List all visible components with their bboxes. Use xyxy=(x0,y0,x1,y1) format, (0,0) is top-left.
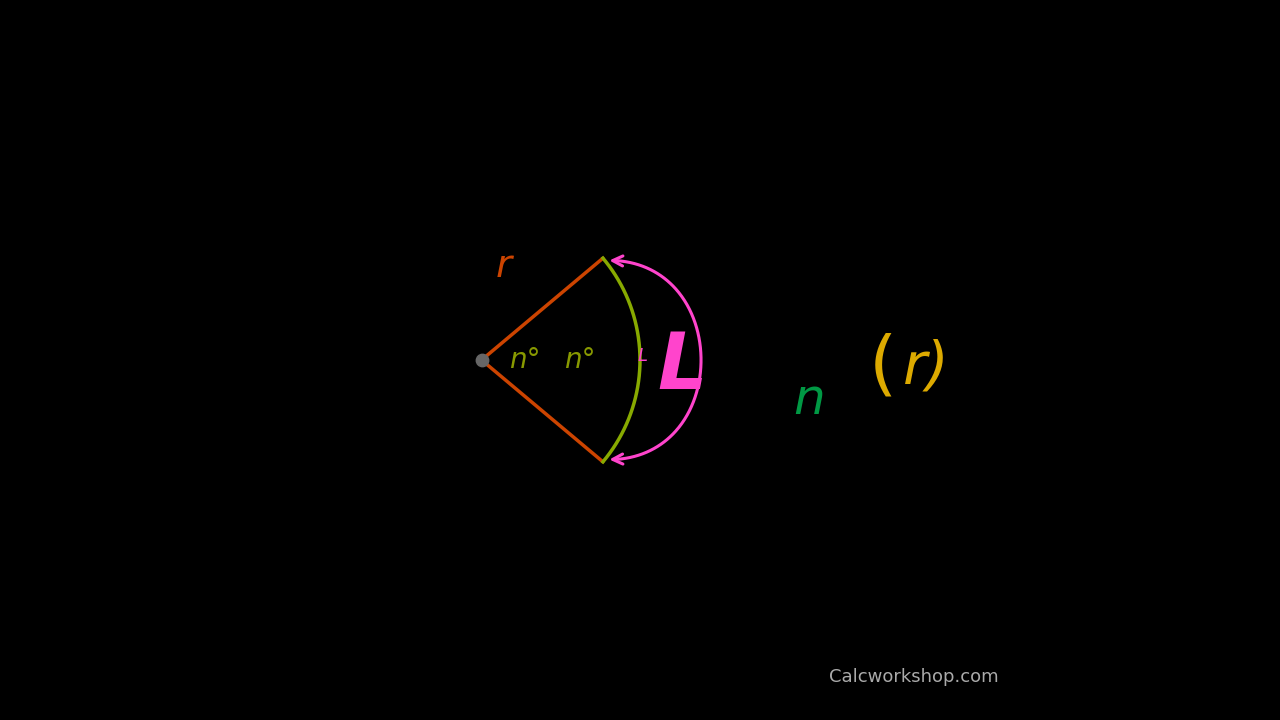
Text: L: L xyxy=(657,329,707,405)
Text: n°: n° xyxy=(509,346,540,374)
Text: Calcworkshop.com: Calcworkshop.com xyxy=(828,668,998,685)
Point xyxy=(471,354,492,366)
Text: r): r) xyxy=(904,338,950,396)
Text: n: n xyxy=(794,376,826,423)
Text: (: ( xyxy=(869,333,897,402)
Text: L: L xyxy=(637,348,648,366)
Text: r: r xyxy=(495,248,511,285)
Text: n°: n° xyxy=(564,346,596,374)
